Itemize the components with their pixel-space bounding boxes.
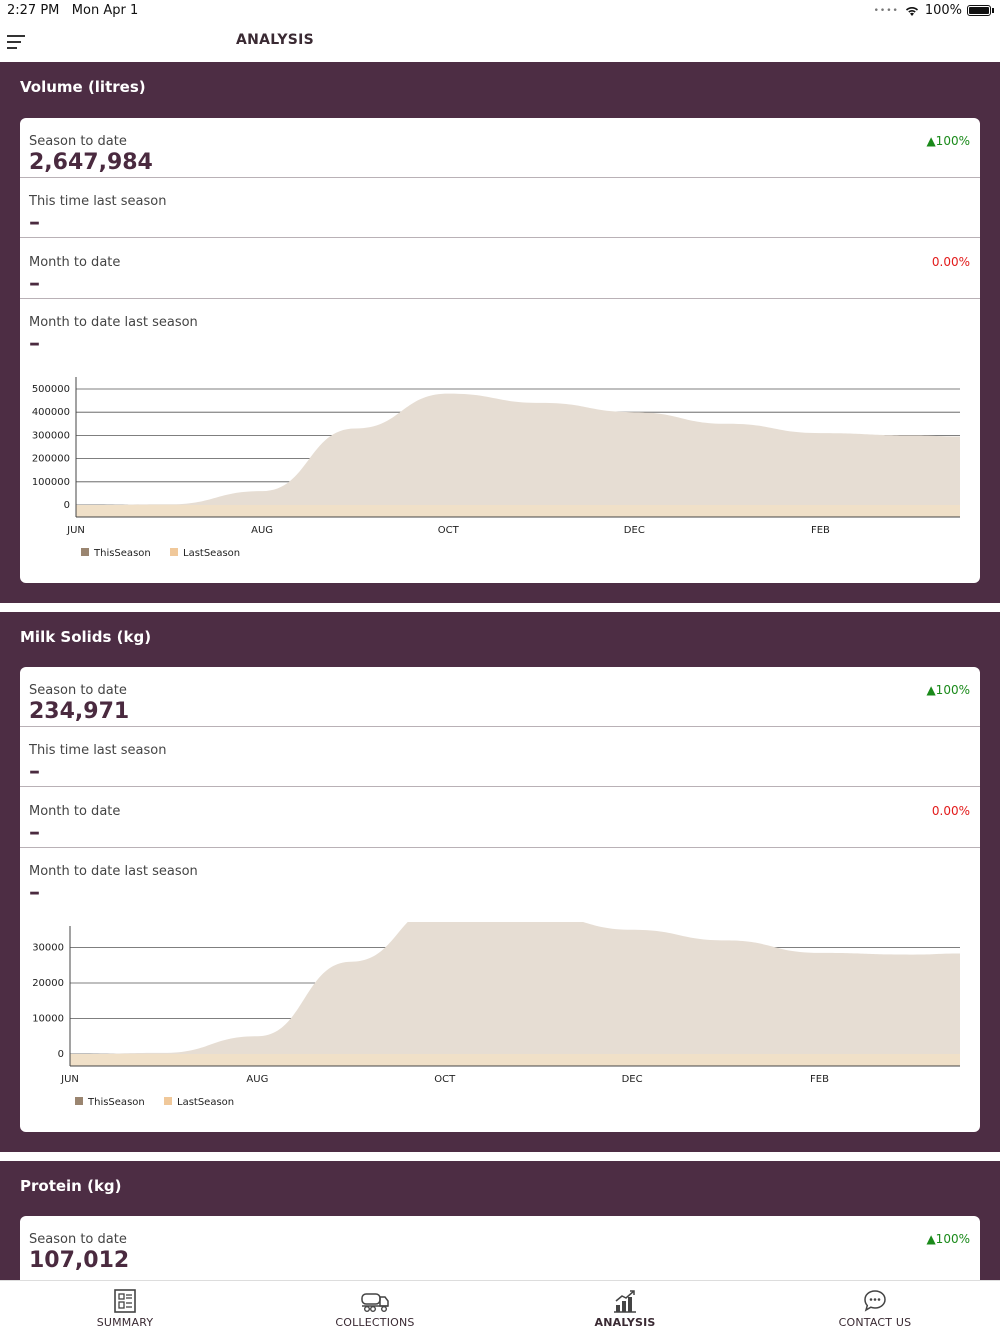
x-tick-label: FEB <box>810 1074 829 1085</box>
x-tick-label: JUN <box>60 1074 79 1085</box>
tanker-truck-icon <box>361 1293 389 1313</box>
section-title: Milk Solids (kg) <box>20 628 152 646</box>
x-tick-label: AUG <box>246 1074 268 1085</box>
stat-value: – <box>29 210 40 235</box>
section-title: Volume (litres) <box>20 78 146 96</box>
legend-swatch <box>164 1097 172 1105</box>
status-bar: 2:27 PM Mon Apr 1 •••• 100% <box>0 0 1000 22</box>
stat-value: – <box>29 759 40 784</box>
wifi-icon <box>905 6 918 16</box>
legend-swatch <box>170 548 178 556</box>
y-tick-label: 20000 <box>32 978 64 989</box>
y-tick-label: 200000 <box>32 454 70 465</box>
stat-value: 2,647,984 <box>29 150 153 175</box>
stat-row: Season to date 234,971 ▲100% <box>20 667 980 727</box>
stat-row: This time last season – <box>20 727 980 787</box>
x-tick-label: JUN <box>66 525 85 536</box>
stat-label: This time last season <box>29 194 167 209</box>
stat-change: ▲100% <box>926 134 970 148</box>
chat-bubble-icon <box>864 1290 886 1312</box>
area-last-season <box>76 505 960 517</box>
area-last-season <box>70 1054 960 1066</box>
stat-label: Month to date last season <box>29 315 198 330</box>
battery-tip <box>992 8 994 13</box>
stat-value: – <box>29 331 40 356</box>
stat-label: Month to date last season <box>29 864 198 879</box>
hamburger-icon[interactable] <box>7 32 27 52</box>
nav-label: ANALYSIS <box>594 1316 656 1329</box>
milk-solids-chart: 400003000020000100000JUNAUGOCTDECFEBThis… <box>32 922 960 1108</box>
y-tick-label: 500000 <box>32 384 70 395</box>
stat-label: This time last season <box>29 743 167 758</box>
bottom-nav: SUMMARY COLLECTIONS ANALYSIS <box>0 1280 1000 1335</box>
y-tick-label: 400000 <box>32 407 70 418</box>
milk-solids-section: Milk Solids (kg) Season to date 234,971 … <box>0 612 1000 1152</box>
nav-label: CONTACT US <box>838 1316 912 1329</box>
stat-change: 0.00% <box>931 804 970 818</box>
stat-value: 234,971 <box>29 699 130 724</box>
legend-swatch <box>81 548 89 556</box>
app-header: ANALYSIS <box>0 22 1000 62</box>
protein-section: Protein (kg) Season to date 107,012 ▲100… <box>0 1161 1000 1296</box>
volume-chart: 500000 400000 300000 200000 100000 0 JUN AUG OCT… <box>32 377 960 559</box>
y-tick-label: 0 <box>58 1049 64 1060</box>
y-tick-label: 10000 <box>32 1014 64 1025</box>
milk-solids-card: Season to date 234,971 ▲100% This time l… <box>20 667 980 1132</box>
summary-icon <box>114 1289 136 1313</box>
stat-change: ▲100% <box>926 683 970 697</box>
battery-icon <box>967 5 991 16</box>
nav-contact-us[interactable]: CONTACT US <box>750 1281 1000 1335</box>
y-tick-label: 0 <box>64 500 70 511</box>
stat-row: Month to date – 0.00% <box>20 239 980 299</box>
y-tick-label: 300000 <box>32 430 70 441</box>
x-tick-label: AUG <box>251 525 273 536</box>
x-tick-label: FEB <box>811 525 830 536</box>
section-title: Protein (kg) <box>20 1177 122 1195</box>
stat-label: Season to date <box>29 134 127 149</box>
status-time: 2:27 PM Mon Apr 1 <box>7 3 139 18</box>
chart-icon <box>614 1290 636 1313</box>
legend-swatch <box>75 1097 83 1105</box>
stat-label: Month to date <box>29 804 121 819</box>
stat-label: Season to date <box>29 683 127 698</box>
legend-label: LastSeason <box>183 548 240 559</box>
stat-label: Season to date <box>29 1232 127 1247</box>
nav-analysis[interactable]: ANALYSIS <box>500 1281 750 1335</box>
stat-value: – <box>29 880 40 905</box>
stat-row: Season to date 107,012 ▲100% <box>20 1216 980 1276</box>
stat-change: ▲100% <box>926 1232 970 1246</box>
nav-label: SUMMARY <box>96 1316 154 1329</box>
stat-value: – <box>29 271 40 296</box>
nav-label: COLLECTIONS <box>335 1316 415 1329</box>
page-title: ANALYSIS <box>236 32 315 48</box>
stat-row: Month to date – 0.00% <box>20 788 980 848</box>
x-tick-label: OCT <box>438 525 460 536</box>
area-this-season <box>76 393 960 517</box>
stat-row: This time last season – <box>20 178 980 238</box>
legend-label: ThisSeason <box>93 548 151 559</box>
x-tick-label: OCT <box>434 1074 456 1085</box>
battery-percent: 100% <box>924 3 962 18</box>
status-right: •••• 100% <box>874 3 994 18</box>
volume-card: Season to date 2,647,984 ▲100% This time… <box>20 118 980 583</box>
nav-summary[interactable]: SUMMARY <box>0 1281 250 1335</box>
volume-section: Volume (litres) Season to date 2,647,984… <box>0 62 1000 603</box>
area-this-season <box>70 922 960 1066</box>
stat-row: Season to date 2,647,984 ▲100% <box>20 118 980 178</box>
stat-change: 0.00% <box>931 255 970 269</box>
legend-label: ThisSeason <box>87 1097 145 1108</box>
stat-value: 107,012 <box>29 1248 130 1273</box>
y-tick-label: 30000 <box>32 943 64 954</box>
x-tick-label: DEC <box>622 1074 643 1085</box>
stat-row: Month to date last season – <box>20 299 980 359</box>
legend-label: LastSeason <box>177 1097 234 1108</box>
nav-collections[interactable]: COLLECTIONS <box>250 1281 500 1335</box>
y-tick-label: 100000 <box>32 477 70 488</box>
stat-row: Month to date last season – <box>20 848 980 908</box>
stat-value: – <box>29 820 40 845</box>
x-tick-label: DEC <box>624 525 645 536</box>
signal-dots-icon: •••• <box>873 5 899 16</box>
stat-label: Month to date <box>29 255 121 270</box>
